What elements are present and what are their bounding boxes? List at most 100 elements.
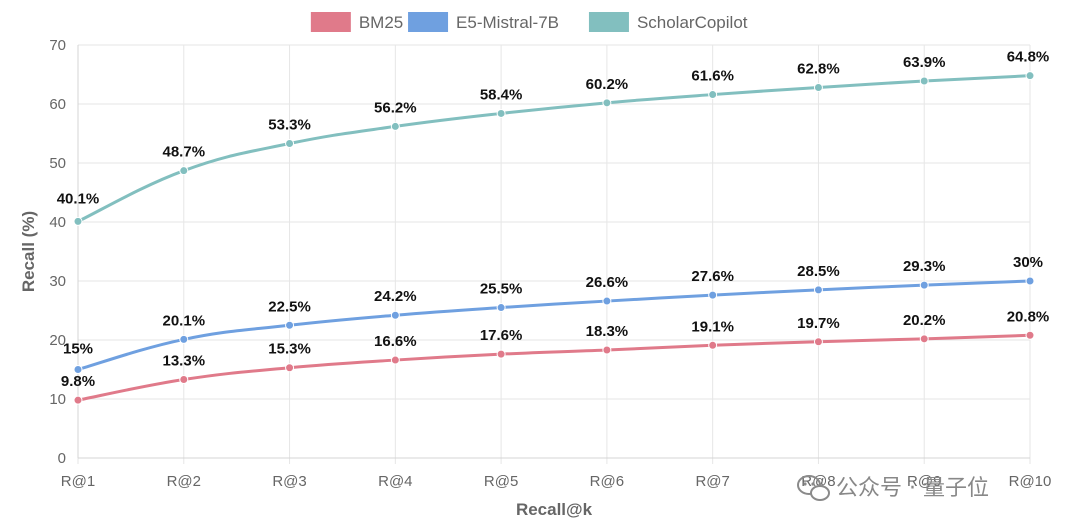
data-label-e5-mistral-7b: 20.1% <box>163 312 206 329</box>
data-label-scholarcopilot: 62.8% <box>797 60 840 77</box>
legend-swatch <box>588 12 629 32</box>
data-label-e5-mistral-7b: 27.6% <box>691 268 734 285</box>
x-tick-label: R@1 <box>61 473 95 490</box>
data-point-e5-mistral-7b <box>602 296 612 306</box>
data-label-scholarcopilot: 53.3% <box>268 117 311 134</box>
y-tick-label: 70 <box>49 37 66 54</box>
data-label-bm25: 17.6% <box>480 327 523 344</box>
data-label-e5-mistral-7b: 15% <box>63 341 93 358</box>
data-label-bm25: 20.8% <box>1007 308 1050 325</box>
data-point-scholarcopilot <box>708 90 718 100</box>
y-tick-label: 40 <box>49 214 66 231</box>
data-point-e5-mistral-7b <box>813 285 823 295</box>
data-point-scholarcopilot <box>813 82 823 92</box>
legend-item-e5-mistral-7b[interactable]: E5-Mistral-7B <box>408 12 559 32</box>
y-tick-label: 60 <box>49 96 66 113</box>
data-point-e5-mistral-7b <box>285 320 295 330</box>
data-label-e5-mistral-7b: 22.5% <box>268 298 311 315</box>
x-tick-label: R@4 <box>378 473 412 490</box>
data-label-e5-mistral-7b: 25.5% <box>480 281 523 298</box>
data-label-scholarcopilot: 56.2% <box>374 99 417 116</box>
legend: BM25 E5-Mistral-7B ScholarCopilot <box>310 12 748 32</box>
data-label-bm25: 9.8% <box>61 373 95 390</box>
data-label-scholarcopilot: 64.8% <box>1007 49 1050 66</box>
data-point-bm25 <box>1025 330 1035 340</box>
x-tick-label: R@9 <box>907 473 941 490</box>
x-tick-label: R@5 <box>484 473 518 490</box>
data-point-scholarcopilot <box>602 98 612 108</box>
data-label-scholarcopilot: 40.1% <box>57 190 100 207</box>
data-point-scholarcopilot <box>73 216 83 226</box>
data-point-e5-mistral-7b <box>708 290 718 300</box>
data-point-bm25 <box>708 340 718 350</box>
data-point-e5-mistral-7b <box>179 334 189 344</box>
data-label-bm25: 19.7% <box>797 315 840 332</box>
data-point-scholarcopilot <box>1025 71 1035 81</box>
data-point-e5-mistral-7b <box>496 303 506 313</box>
data-point-bm25 <box>73 395 83 405</box>
data-point-bm25 <box>496 349 506 359</box>
data-point-bm25 <box>179 375 189 385</box>
x-tick-label: R@7 <box>695 473 729 490</box>
data-label-bm25: 20.2% <box>903 312 946 329</box>
x-tick-label: R@2 <box>167 473 201 490</box>
data-label-bm25: 19.1% <box>691 318 734 335</box>
x-tick-label: R@10 <box>1009 473 1052 490</box>
data-label-bm25: 16.6% <box>374 333 417 350</box>
y-tick-label: 20 <box>49 332 66 349</box>
wechat-icon <box>797 475 830 501</box>
data-point-e5-mistral-7b <box>1025 276 1035 286</box>
data-point-bm25 <box>390 355 400 365</box>
data-point-scholarcopilot <box>919 76 929 86</box>
series-line-scholarcopilot <box>77 74 1031 223</box>
data-label-e5-mistral-7b: 26.6% <box>586 274 629 291</box>
legend-item-bm25[interactable]: BM25 <box>310 12 403 32</box>
data-point-e5-mistral-7b <box>390 310 400 320</box>
data-label-bm25: 13.3% <box>163 353 206 370</box>
data-label-scholarcopilot: 60.2% <box>586 76 629 93</box>
data-point-bm25 <box>919 334 929 344</box>
data-point-scholarcopilot <box>179 166 189 176</box>
legend-label: BM25 <box>359 13 403 32</box>
grid-lines <box>77 44 1031 464</box>
data-label-scholarcopilot: 48.7% <box>163 144 206 161</box>
y-tick-label: 0 <box>58 450 66 467</box>
watermark: 公众号 · 量子位 <box>797 475 989 501</box>
data-point-e5-mistral-7b <box>73 365 83 374</box>
x-tick-label: R@6 <box>590 473 624 490</box>
data-point-e5-mistral-7b <box>919 280 929 290</box>
y-tick-label: 50 <box>49 155 66 172</box>
y-tick-label: 10 <box>49 391 66 408</box>
data-label-scholarcopilot: 61.6% <box>691 68 734 85</box>
data-point-scholarcopilot <box>390 121 400 131</box>
data-label-bm25: 15.3% <box>268 341 311 358</box>
series-line-e5-mistral-7b <box>77 279 1031 371</box>
y-axis-title: Recall (%) <box>19 211 38 292</box>
data-label-e5-mistral-7b: 24.2% <box>374 288 417 305</box>
data-point-scholarcopilot <box>496 108 506 118</box>
y-tick-label: 30 <box>49 273 66 290</box>
legend-label: E5-Mistral-7B <box>456 13 559 32</box>
legend-item-scholarcopilot[interactable]: ScholarCopilot <box>588 12 748 32</box>
watermark-text: 公众号 · 量子位 <box>836 476 989 501</box>
legend-swatch <box>408 12 449 32</box>
x-axis-title: Recall@k <box>516 500 593 519</box>
series-line-bm25 <box>77 333 1031 402</box>
series-lines <box>73 71 1035 405</box>
data-point-bm25 <box>602 345 612 355</box>
data-label-scholarcopilot: 58.4% <box>480 86 523 103</box>
data-labels: 9.8% 13.3% 15.3% 16.6% 17.6% 18.3% 19.1% 19.7% 2… <box>57 49 1050 390</box>
data-point-bm25 <box>813 337 823 347</box>
legend-label: ScholarCopilot <box>637 13 748 32</box>
data-label-scholarcopilot: 63.9% <box>903 54 946 71</box>
data-label-e5-mistral-7b: 30% <box>1013 254 1043 271</box>
data-label-e5-mistral-7b: 28.5% <box>797 263 840 280</box>
x-tick-label: R@3 <box>272 473 306 490</box>
data-point-scholarcopilot <box>285 139 295 149</box>
data-label-bm25: 18.3% <box>586 323 629 340</box>
legend-swatch <box>310 12 351 32</box>
data-label-e5-mistral-7b: 29.3% <box>903 258 946 275</box>
data-point-bm25 <box>285 363 295 373</box>
